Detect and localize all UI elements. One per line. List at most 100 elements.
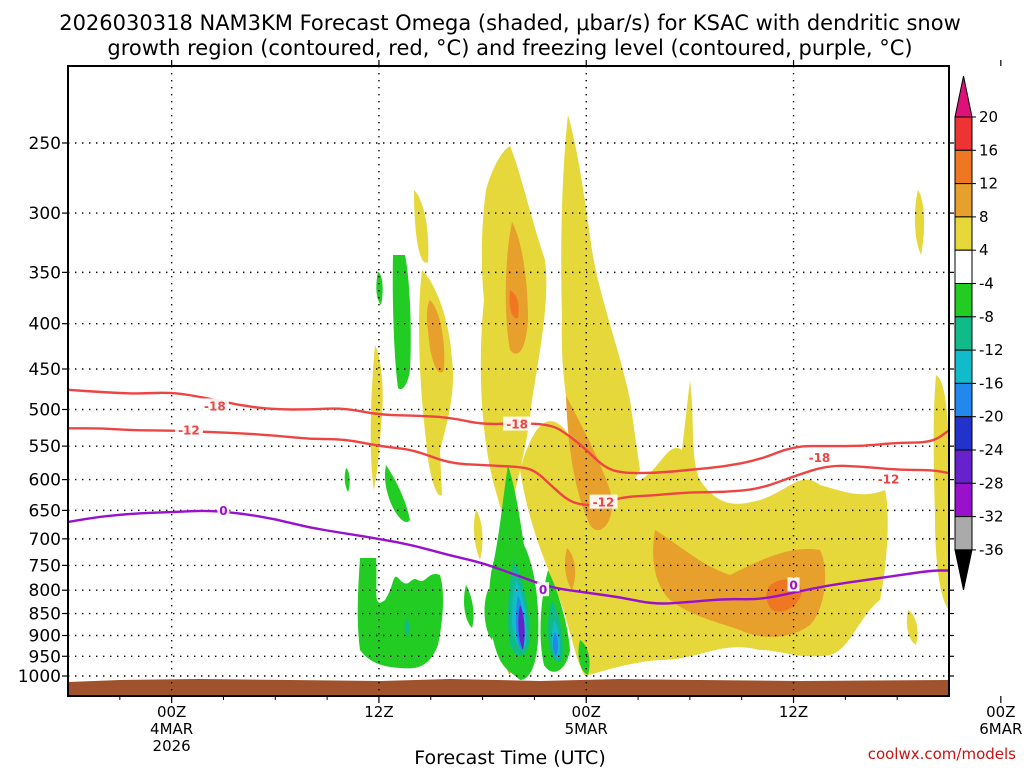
- contour-label: -18: [809, 451, 831, 465]
- contour-label: 0: [219, 504, 227, 518]
- contour-label-bg: [805, 449, 834, 464]
- temperature-contours: -18 -18 -18 -12 -12 -12 0 0 0: [68, 388, 949, 605]
- omega-region-upward-4-8: [473, 510, 483, 560]
- colorbar-bin: [954, 116, 973, 151]
- omega-region-upward-4-8: [419, 270, 454, 496]
- x-axis-label: Forecast Time (UTC): [414, 747, 605, 768]
- contour-label: 0: [539, 583, 547, 597]
- colorbar-tick-label: -4: [979, 275, 994, 293]
- colorbar-arrow-bottom: [954, 549, 973, 591]
- contour-line: [68, 427, 949, 507]
- colorbar-bin: [954, 249, 973, 284]
- colorbar-tick-label: -32: [979, 508, 1004, 526]
- y-tick-label: 600: [29, 471, 61, 491]
- title-line-2: growth region (contoured, red, °C) and f…: [107, 36, 912, 60]
- colorbar-tick-label: -20: [979, 408, 1004, 426]
- colorbar-bin: [954, 316, 973, 351]
- colorbar-tick-label: -16: [979, 374, 1004, 392]
- y-tick-label: 700: [29, 530, 61, 550]
- colorbar-tick-label: -36: [979, 541, 1004, 559]
- contour-label-bg: [200, 398, 229, 413]
- y-tick-label: 750: [29, 556, 61, 576]
- x-tick-label: 00Z: [572, 703, 601, 721]
- y-tick-label: 450: [29, 360, 61, 380]
- omega-region-sinking-4-8: [484, 590, 495, 640]
- ground-surface-bumps: [68, 679, 949, 684]
- ground-surface: [68, 682, 949, 696]
- colorbar: 20 16 12 8 4 -4 -8 -12 -16 -20 -24 -28 -32 -36: [954, 75, 1004, 591]
- contour-label: -18: [204, 399, 226, 413]
- contour-label-bg: [217, 502, 230, 517]
- colorbar-tick-label: 16: [979, 141, 998, 159]
- colorbar-tick-label: -24: [979, 441, 1004, 459]
- colorbar-bin: [954, 449, 973, 484]
- x-tick-label: 00Z: [986, 703, 1015, 721]
- colorbar-bin: [954, 183, 973, 218]
- contour-label: -12: [178, 423, 200, 437]
- colorbar-bin: [954, 349, 973, 384]
- omega-region-upward-4-8: [561, 115, 640, 495]
- y-tick-label: 900: [29, 626, 61, 646]
- omega-region-sinking-16-20: [552, 632, 559, 656]
- y-tick-label: 950: [29, 647, 61, 667]
- y-tick-label: 300: [29, 204, 61, 224]
- contour-label: -12: [593, 496, 615, 510]
- colorbar-bin: [954, 516, 973, 551]
- contour-label-bg: [503, 416, 532, 431]
- colorbar-bin: [954, 482, 973, 518]
- x-tick-label: 5MAR: [565, 720, 608, 738]
- x-tick-label: 00Z: [157, 703, 186, 721]
- colorbar-bin: [954, 382, 973, 418]
- y-tick-label: 400: [29, 315, 61, 335]
- credit-text: coolwx.com/models: [868, 745, 1016, 763]
- y-tick-label: 550: [29, 437, 61, 457]
- omega-region-upward-8-12: [564, 548, 576, 590]
- colorbar-tick-label: -12: [979, 341, 1004, 359]
- x-tick-label: 12Z: [779, 703, 808, 721]
- contour-label-bg: [874, 471, 903, 486]
- colorbar-bin: [954, 216, 973, 251]
- colorbar-tick-label: 4: [979, 241, 989, 259]
- y-axis: 2503003504004505005506006507007508008509…: [18, 134, 954, 687]
- gridlines: [68, 66, 949, 696]
- contour-label: -18: [506, 418, 528, 432]
- colorbar-tick-label: 20: [979, 108, 998, 126]
- y-tick-label: 250: [29, 134, 61, 154]
- colorbar-tick-label: -8: [979, 308, 994, 326]
- plot-area: -18 -18 -18 -12 -12 -12 0 0 0: [68, 66, 949, 696]
- y-tick-label: 1000: [18, 667, 61, 687]
- y-tick-label: 650: [29, 501, 61, 521]
- omega-region-sinking-8-12: [404, 618, 410, 636]
- y-tick-label: 850: [29, 605, 61, 625]
- y-tick-label: 800: [29, 581, 61, 601]
- contour-label-bg: [174, 422, 203, 437]
- contour-label: -12: [878, 473, 900, 487]
- colorbar-bin: [954, 149, 973, 185]
- omega-region-sinking-4-8: [344, 468, 350, 492]
- y-tick-label: 500: [29, 401, 61, 421]
- x-tick-label: 4MAR: [150, 720, 193, 738]
- contour-line: [68, 509, 949, 605]
- colorbar-tick-label: 12: [979, 175, 998, 193]
- omega-region-upward-4-8: [370, 345, 383, 490]
- colorbar-tick-label: -28: [979, 474, 1004, 492]
- omega-region-upward-8-12: [426, 300, 445, 373]
- x-tick-label: 6MAR: [979, 720, 1022, 738]
- omega-region-sinking-4-8: [392, 255, 411, 390]
- omega-region-sinking-4-8: [578, 640, 590, 675]
- x-tick-label: 12Z: [364, 703, 393, 721]
- colorbar-bin: [954, 416, 973, 451]
- contour-label-bg: [589, 494, 618, 509]
- omega-region-upward-4-8: [414, 190, 429, 263]
- omega-region-upward-4-8: [906, 610, 918, 645]
- y-tick-label: 350: [29, 263, 61, 283]
- contour-label-bg: [787, 577, 800, 592]
- colorbar-tick-label: 8: [979, 208, 989, 226]
- omega-region-upward-8-12: [505, 222, 528, 354]
- omega-region-sinking-24-28: [518, 605, 525, 650]
- omega-region-sinking-4-8: [464, 585, 474, 628]
- omega-region-sinking-4-8: [376, 272, 383, 305]
- contour-label-bg: [537, 582, 550, 597]
